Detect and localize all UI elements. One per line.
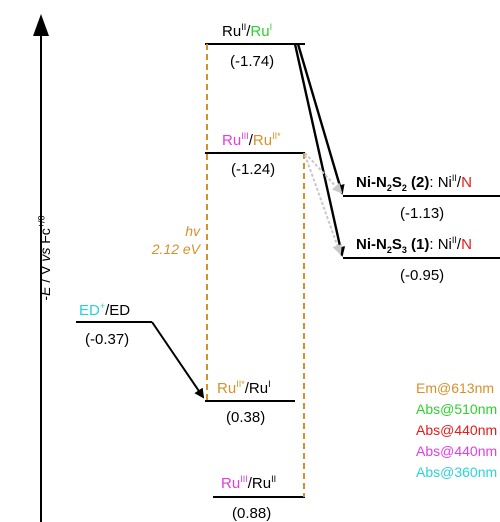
y-axis-label: -E / V vs Fc+/0 <box>36 158 53 358</box>
y-axis-label-neg: - <box>37 295 53 301</box>
label-ni-n2s2-ni: : Ni <box>429 174 452 191</box>
label-ru3-ru2star-b: Ru <box>252 132 273 149</box>
legend-em-613: Em@613nm <box>416 380 495 396</box>
value-ru3-ru2star: (-1.24) <box>231 161 276 178</box>
value-ni-n2s3: (-0.95) <box>400 267 445 284</box>
label-ru3-ru2-b: Ru <box>251 475 272 492</box>
label-ru3-ru2star: RuIII/RuII* <box>222 131 281 149</box>
legend-abs-510: Abs@510nm <box>416 401 498 417</box>
excitation-label: hv 2.12 eV <box>130 222 200 258</box>
legend-abs-360: Abs@360nm <box>416 464 498 480</box>
y-axis-arrowhead <box>33 14 49 36</box>
label-ni-n2s3-sub1: 2 <box>386 245 392 255</box>
label-ru2-ru1-b: Ru <box>250 23 270 40</box>
label-ru3-ru2star-sep: / <box>248 132 253 149</box>
label-ni-n2s3-sub2: 3 <box>401 245 407 255</box>
label-ru3-ru2-sep: / <box>247 475 252 492</box>
label-ru2star-ru1-sep: / <box>244 380 249 397</box>
label-ni-n2s3-slash: / <box>456 236 462 253</box>
legend-abs-440-magenta: Abs@440nm <box>416 443 498 459</box>
label-ni-n2s3-ni: : Ni <box>429 236 452 253</box>
label-ed: ED+/ED <box>79 301 131 319</box>
excitation-label-energy: 2.12 eV <box>151 241 200 258</box>
label-ru2-ru1-sep: / <box>246 23 251 40</box>
label-ni-n2s2-cut: N <box>461 174 472 191</box>
label-ru2-ru1-a-sup: II <box>241 22 247 32</box>
label-ru3-ru2star-a-sup: III <box>241 131 249 141</box>
label-ni-n2s3-s: S <box>391 236 402 253</box>
legend-abs-440-red: Abs@440nm <box>416 422 498 438</box>
label-ni-n2s2: Ni-N2S2 (2): NiII/N <box>356 173 472 193</box>
value-ni-n2s2: (-1.13) <box>400 205 445 222</box>
label-ru2star-ru1-b-sup: I <box>268 379 271 389</box>
label-ed-a-sup: + <box>99 301 106 311</box>
excitation-label-hv: hv <box>185 223 200 239</box>
label-ni-n2s2-s: S <box>391 174 402 191</box>
y-axis-label-fc-sup: +/0 <box>36 215 47 229</box>
label-ni-n2s3: Ni-N2S3 (1): NiII/N <box>356 235 472 255</box>
value-ru2-ru1: (-1.74) <box>230 53 275 70</box>
y-axis-label-vs: vs <box>37 247 53 262</box>
label-ru3-ru2-a: Ru <box>221 475 241 492</box>
arrow-ed-to-ru <box>151 321 205 399</box>
label-ru3-ru2: RuIII/RuII <box>221 474 277 492</box>
label-ru3-ru2-a-sup: III <box>240 474 248 484</box>
label-ru2star-ru1-a: Ru <box>217 380 237 397</box>
label-ni-n2s3-ni-sup: II <box>451 235 457 245</box>
label-ni-n2s2-sub2: 2 <box>401 183 407 193</box>
arrow-ru-to-ni1 <box>293 43 346 257</box>
y-axis-label-e: E <box>37 286 53 296</box>
arrow-ru-to-ni2 <box>296 43 345 195</box>
label-ru3-ru2star-a: Ru <box>222 132 242 149</box>
label-ru2-ru1: RuII/RuI <box>222 22 273 40</box>
y-axis-label-unit: / V <box>37 261 53 287</box>
label-ni-n2s2-sub1: 2 <box>386 183 392 193</box>
label-ni-n2s3-cut: N <box>461 236 472 253</box>
label-ru3-ru2-b-sup: II <box>271 474 277 484</box>
label-ru2star-ru1-a-sup: II* <box>236 379 245 389</box>
label-ru2star-ru1-b: Ru <box>248 380 269 397</box>
label-ni-n2s2-slash: / <box>456 174 462 191</box>
value-ru3-ru2: (0.88) <box>232 505 272 522</box>
value-ru2star-ru1: (0.38) <box>226 409 266 426</box>
y-axis-label-fc: Fc <box>37 228 53 248</box>
label-ni-n2s3-num: (1) <box>406 236 430 253</box>
label-ni-n2s2-num: (2) <box>406 174 430 191</box>
label-ru2star-ru1: RuII*/RuI <box>217 379 271 397</box>
label-ru2-ru1-b-sup: I <box>269 22 273 32</box>
label-ru2-ru1-a: Ru <box>222 23 242 40</box>
arrow-ru3-to-ni1 <box>304 154 343 255</box>
label-ed-sep: /ED <box>105 302 131 319</box>
value-ed: (-0.37) <box>85 331 130 348</box>
label-ni-n2s3-name: Ni-N <box>356 236 387 253</box>
label-ni-n2s2-ni-sup: II <box>451 173 457 183</box>
label-ru3-ru2star-b-sup: II* <box>272 131 281 141</box>
label-ni-n2s2-name: Ni-N <box>356 174 387 191</box>
label-ed-a: ED <box>79 302 100 319</box>
arrow-ru3-to-ni2 <box>304 152 343 194</box>
